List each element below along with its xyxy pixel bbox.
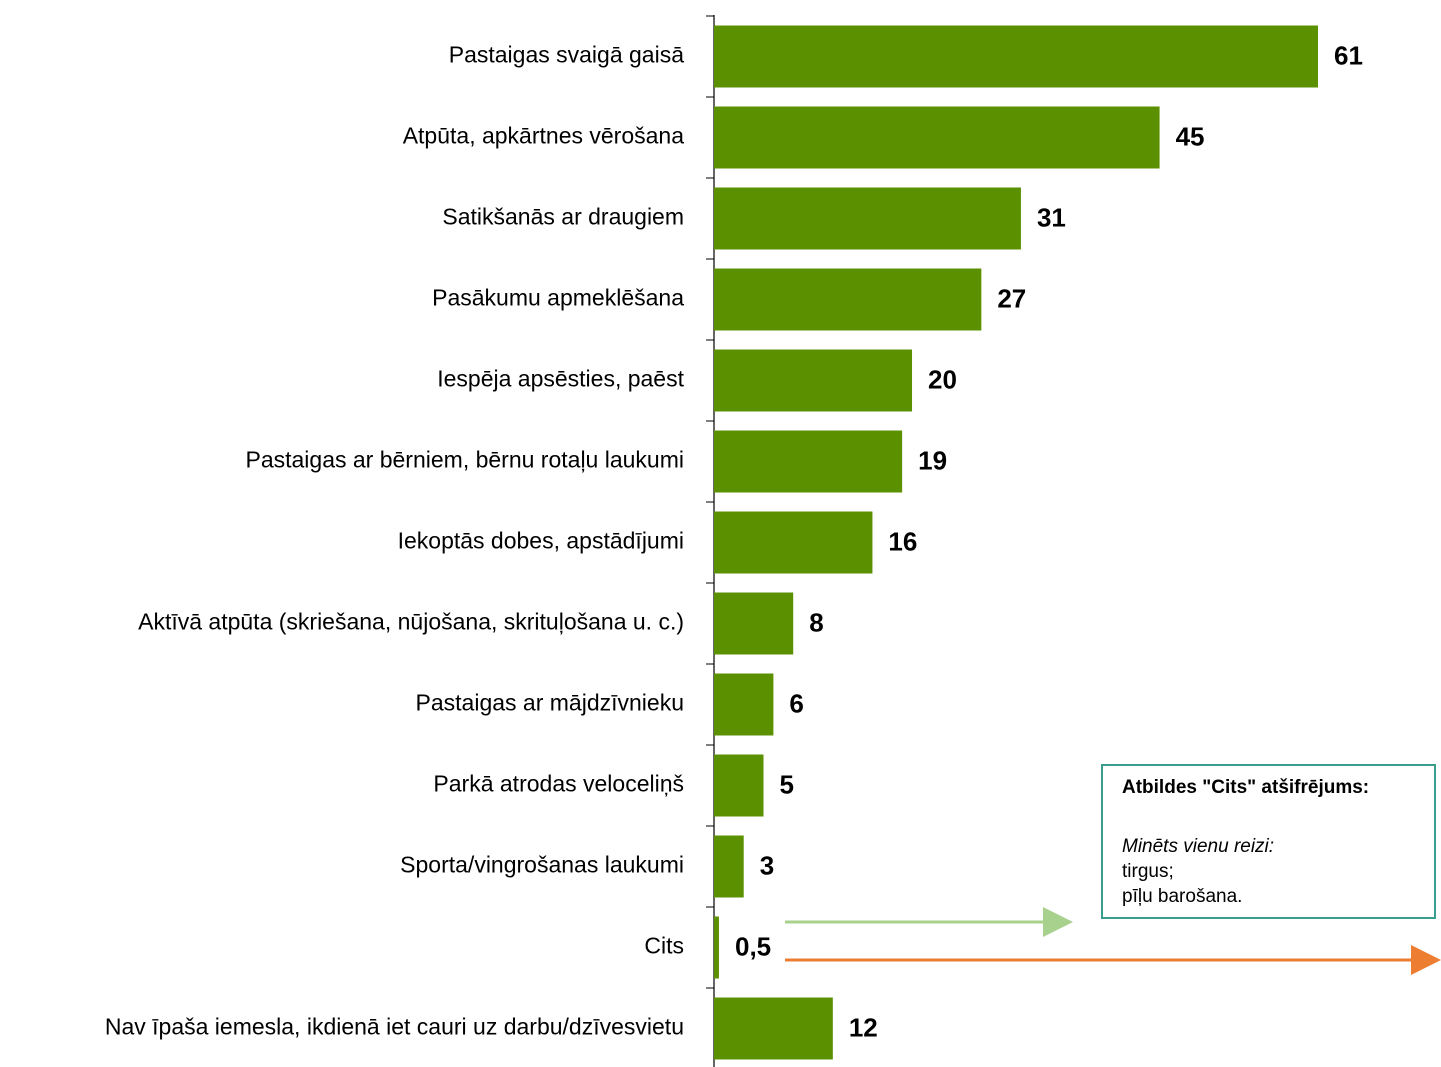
annotation-subtitle: Minēts vienu reizi: (1122, 836, 1274, 857)
value-label: 12 (849, 1012, 878, 1042)
value-label: 61 (1334, 40, 1363, 70)
value-label: 27 (997, 283, 1026, 313)
bar (714, 187, 1021, 250)
annotation-line: pīļu barošana. (1122, 886, 1242, 907)
value-label: 0,5 (735, 931, 771, 961)
bar (714, 349, 913, 412)
category-label: Pastaigas ar bērniem, bērnu rotaļu lauku… (245, 447, 684, 473)
category-label: Iespēja apsēsties, paēst (437, 366, 684, 392)
category-label: Pastaigas svaigā gaisā (449, 42, 684, 68)
bar (714, 835, 744, 898)
bar (714, 430, 903, 493)
bar (714, 916, 719, 979)
bar (714, 592, 794, 655)
category-label: Atpūta, apkārtnes vērošana (403, 123, 684, 149)
annotation-box (1101, 764, 1436, 919)
value-label: 45 (1176, 121, 1205, 151)
bar (714, 268, 982, 331)
category-label: Pasākumu apmeklēšana (432, 285, 684, 311)
category-label: Parkā atrodas veloceliņš (433, 771, 684, 797)
bar (714, 25, 1318, 88)
value-label: 19 (918, 445, 947, 475)
value-label: 5 (780, 769, 794, 799)
category-label: Cits (644, 933, 684, 959)
value-label: 16 (888, 526, 917, 556)
bar (714, 673, 774, 736)
value-label: 8 (809, 607, 823, 637)
bar (714, 997, 833, 1060)
value-label: 20 (928, 364, 957, 394)
bar (714, 511, 873, 574)
category-label: Nav īpaša iemesla, ikdienā iet cauri uz … (105, 1014, 684, 1040)
value-label: 3 (760, 850, 774, 880)
value-label: 6 (789, 688, 803, 718)
bar (714, 754, 764, 817)
category-label: Satikšanās ar draugiem (442, 204, 684, 230)
bar (714, 106, 1160, 169)
category-label: Iekoptās dobes, apstādījumi (398, 528, 684, 554)
category-label: Aktīvā atpūta (skriešana, nūjošana, skri… (138, 609, 684, 635)
annotation-line: tirgus; (1122, 861, 1174, 882)
category-label: Pastaigas ar mājdzīvnieku (416, 690, 684, 716)
value-label: 31 (1037, 202, 1066, 232)
annotation-title: Atbildes "Cits" atšifrējums: (1122, 777, 1369, 798)
category-label: Sporta/vingrošanas laukumi (400, 852, 684, 878)
